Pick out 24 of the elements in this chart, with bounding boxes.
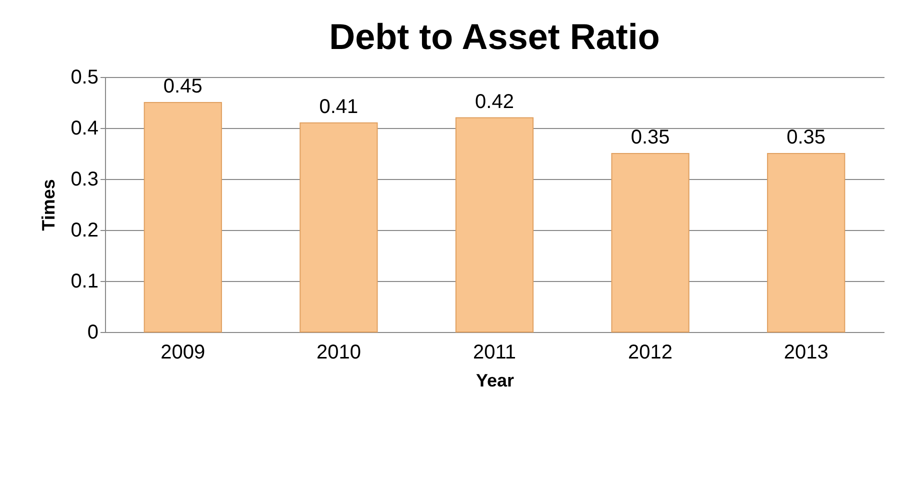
y-tick-label: 0.3	[70, 168, 98, 190]
bar	[767, 153, 846, 332]
x-tick-label: 2011	[472, 342, 516, 364]
data-label: 0.45	[163, 76, 202, 98]
y-tick-label: 0.1	[70, 270, 98, 292]
y-tick-label: 0.5	[70, 66, 98, 88]
x-axis-title: Year	[476, 370, 514, 390]
data-label: 0.35	[786, 126, 826, 148]
data-label: 0.42	[475, 90, 514, 113]
data-label: 0.41	[319, 96, 358, 118]
y-tick-label: 0	[87, 322, 98, 344]
x-tick-label: 2012	[628, 342, 673, 364]
y-axis-title: Times	[38, 179, 59, 231]
bar	[144, 102, 222, 332]
chart-title: Debt to Asset Ratio	[329, 16, 660, 57]
y-tick-label: 0.4	[70, 118, 98, 140]
x-tick-label: 2013	[784, 342, 828, 364]
x-tick-label: 2010	[316, 342, 361, 364]
data-label: 0.35	[630, 126, 670, 148]
bar	[611, 153, 690, 332]
x-tick-label: 2009	[160, 342, 206, 364]
bar	[300, 122, 378, 332]
bar	[455, 117, 534, 332]
y-tick-label: 0.2	[70, 220, 98, 242]
